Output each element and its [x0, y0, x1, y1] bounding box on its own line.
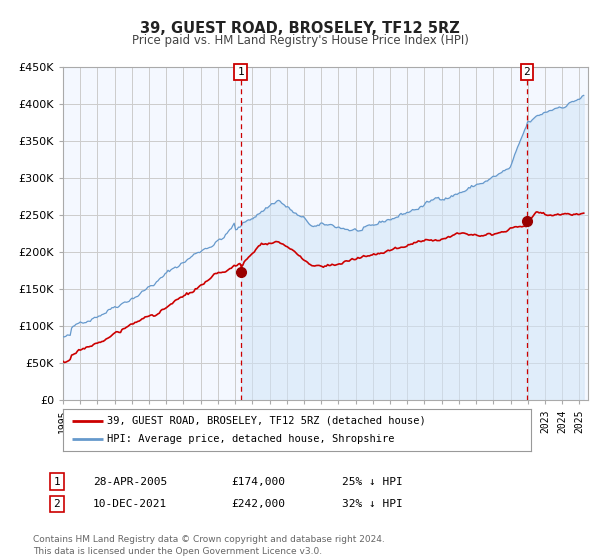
Text: 32% ↓ HPI: 32% ↓ HPI	[342, 499, 403, 509]
Text: 28-APR-2005: 28-APR-2005	[93, 477, 167, 487]
Text: 39, GUEST ROAD, BROSELEY, TF12 5RZ: 39, GUEST ROAD, BROSELEY, TF12 5RZ	[140, 21, 460, 36]
Text: £174,000: £174,000	[231, 477, 285, 487]
Text: HPI: Average price, detached house, Shropshire: HPI: Average price, detached house, Shro…	[107, 434, 395, 444]
Text: 39, GUEST ROAD, BROSELEY, TF12 5RZ (detached house): 39, GUEST ROAD, BROSELEY, TF12 5RZ (deta…	[107, 416, 426, 426]
Text: Contains HM Land Registry data © Crown copyright and database right 2024.
This d: Contains HM Land Registry data © Crown c…	[33, 535, 385, 556]
Text: 1: 1	[237, 67, 244, 77]
Text: £242,000: £242,000	[231, 499, 285, 509]
Text: 10-DEC-2021: 10-DEC-2021	[93, 499, 167, 509]
Text: 2: 2	[53, 499, 61, 509]
Text: Price paid vs. HM Land Registry's House Price Index (HPI): Price paid vs. HM Land Registry's House …	[131, 34, 469, 46]
Text: 25% ↓ HPI: 25% ↓ HPI	[342, 477, 403, 487]
Text: 1: 1	[53, 477, 61, 487]
Text: 2: 2	[524, 67, 530, 77]
